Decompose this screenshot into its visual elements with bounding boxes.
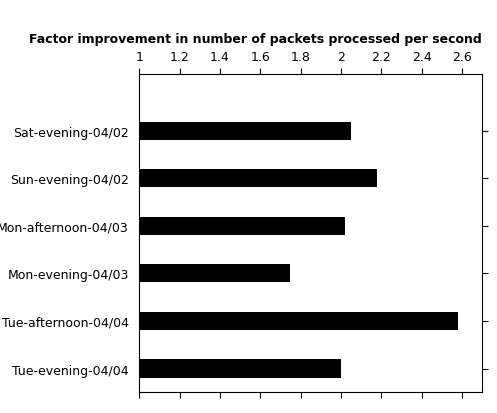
- Bar: [139, 122, 351, 140]
- Bar: [139, 217, 345, 235]
- Text: Factor improvement in number of packets processed per second: Factor improvement in number of packets …: [29, 33, 482, 46]
- Bar: [139, 312, 458, 330]
- Bar: [139, 170, 377, 188]
- Bar: [139, 360, 341, 377]
- Bar: [139, 265, 290, 283]
